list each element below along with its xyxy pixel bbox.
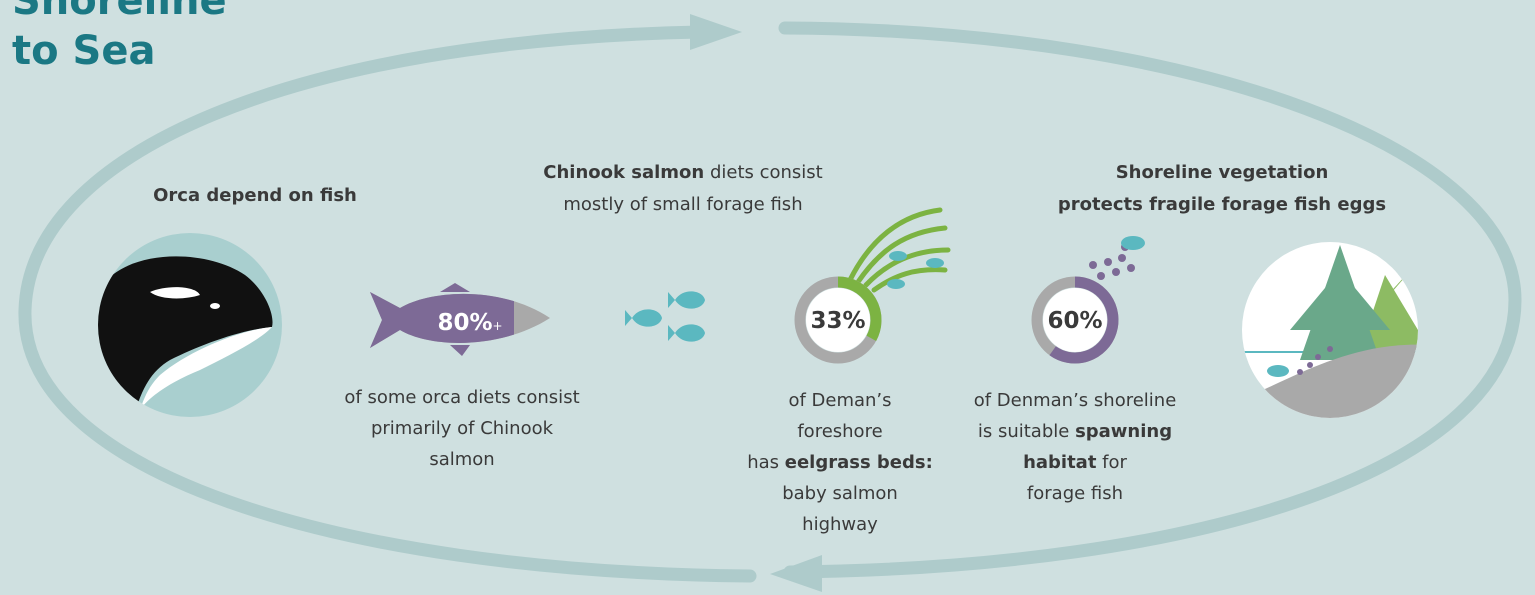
text-run: spawning [1075, 421, 1172, 442]
text-line: forage fish [1027, 483, 1123, 504]
text-run: diets consist [704, 162, 823, 183]
text-line: of some orca diets consist [344, 387, 579, 408]
text-run: eelgrass beds: [785, 452, 933, 473]
text-run: habitat [1023, 452, 1097, 473]
text-run: foreshore [797, 421, 882, 442]
text-run: salmon [429, 449, 494, 470]
infographic: Shoreline to Sea Orca depend on fish 80%… [0, 0, 1535, 595]
stat-suffix: + [493, 319, 503, 333]
text-line: habitat for [1023, 452, 1127, 473]
stat-label: 80% [437, 310, 492, 336]
text-line: of Deman’s [788, 390, 891, 411]
text-line: salmon [429, 449, 494, 470]
text-run: of some orca diets consist [344, 387, 579, 408]
text-line: highway [802, 514, 878, 535]
title: to Sea [12, 28, 155, 74]
stat-label: 60% [1047, 308, 1102, 334]
text-line: mostly of small forage fish [563, 194, 802, 215]
text-line: protects fragile forage fish eggs [1058, 194, 1386, 215]
text-line: foreshore [797, 421, 882, 442]
title: Shoreline [12, 0, 227, 24]
text-run: baby salmon [782, 483, 898, 504]
text-run: has [747, 452, 785, 473]
text-line: of Denman’s shoreline [974, 390, 1177, 411]
text-line: has eelgrass beds: [747, 452, 933, 473]
text-line: baby salmon [782, 483, 898, 504]
text-run: protects fragile forage fish eggs [1058, 194, 1386, 215]
text-run: of Denman’s shoreline [974, 390, 1177, 411]
text-run: is suitable [978, 421, 1075, 442]
text-run: Shoreline vegetation [1116, 162, 1329, 183]
text-run: highway [802, 514, 878, 535]
text-line: is suitable spawning [978, 421, 1172, 442]
stat-label: 33% [810, 308, 865, 334]
text-run: of Deman’s [788, 390, 891, 411]
text-line: primarily of Chinook [371, 418, 554, 439]
text-line: Shoreline vegetation [1116, 162, 1329, 183]
text-run: forage fish [1027, 483, 1123, 504]
text-run: Chinook salmon [543, 162, 704, 183]
heading: Orca depend on fish [153, 185, 357, 206]
text-run: for [1096, 452, 1127, 473]
donut: 60% [1037, 282, 1113, 358]
donut: 33% [800, 282, 876, 358]
text-line: Chinook salmon diets consist [543, 162, 822, 183]
text-run: mostly of small forage fish [563, 194, 802, 215]
forage-fish [1121, 236, 1145, 250]
text-run: primarily of Chinook [371, 418, 554, 439]
